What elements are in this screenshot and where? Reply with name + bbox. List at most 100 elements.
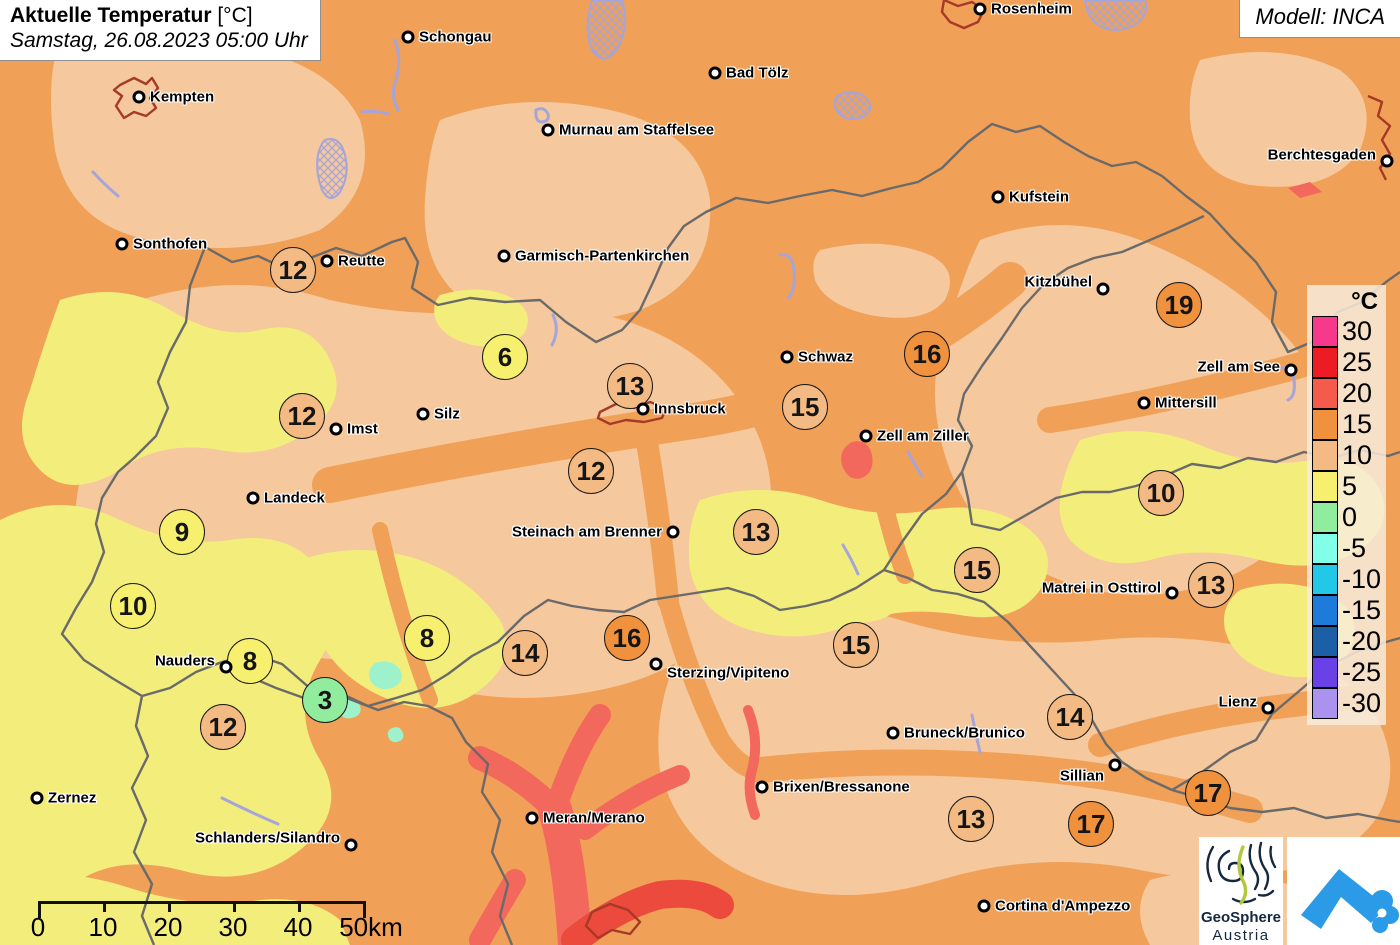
map-subtitle: Samstag, 26.08.2023 05:00 Uhr <box>10 29 308 52</box>
legend-value-label: 0 <box>1341 502 1357 532</box>
city-label: Garmisch-Partenkirchen <box>515 247 690 265</box>
scale-bar-label: 30 <box>218 912 248 942</box>
city-dot-icon <box>1137 396 1151 410</box>
legend-entry: -20 <box>1311 625 1381 657</box>
legend-entry: -30 <box>1311 687 1381 719</box>
city-label: Meran/Merano <box>543 809 645 827</box>
legend-entry: 30 <box>1311 316 1381 347</box>
city-label: Rosenheim <box>991 0 1072 18</box>
legend-entry: 15 <box>1311 408 1381 440</box>
geosphere-logo-text: GeoSphere <box>1200 909 1282 926</box>
legend-entry: 25 <box>1311 346 1381 378</box>
legend-color-swatch <box>1311 594 1338 626</box>
legend-entry: 20 <box>1311 377 1381 409</box>
legend-color-swatch <box>1311 687 1338 719</box>
legend-value-label: -30 <box>1341 688 1381 718</box>
city-label: Mittersill <box>1155 394 1217 412</box>
legend-color-swatch <box>1311 470 1338 502</box>
temperature-badge: 13 <box>733 509 779 555</box>
temperature-badge: 8 <box>227 638 273 684</box>
city-dot-icon <box>1380 154 1394 168</box>
warm-spots <box>841 182 1322 479</box>
legend-value-label: -25 <box>1341 657 1381 687</box>
temperature-badge: 12 <box>270 247 316 293</box>
city-label: Zell am See <box>1197 358 1280 376</box>
scale-bar-label: 50km <box>339 912 403 942</box>
city-label: Sillian <box>1059 767 1104 785</box>
legend-color-swatch <box>1311 563 1338 595</box>
city-label: Schwaz <box>798 348 854 366</box>
temperature-badge: 16 <box>904 331 950 377</box>
city-dot-icon <box>401 30 415 44</box>
temperature-badge: 14 <box>502 630 548 676</box>
legend-value-label: 15 <box>1341 409 1373 439</box>
temperature-badge: 17 <box>1068 801 1114 847</box>
legend-color-swatch <box>1311 656 1338 688</box>
city-dot-icon <box>115 237 129 251</box>
legend-color-swatch <box>1311 377 1338 409</box>
temperature-badge: 10 <box>110 583 156 629</box>
city-dot-icon <box>1261 701 1275 715</box>
city-dot-icon <box>708 66 722 80</box>
legend-color-swatch <box>1311 532 1338 564</box>
legend-value-label: -20 <box>1341 626 1381 656</box>
city-label: Brixen/Bressanone <box>773 778 910 796</box>
legend-rows: 30 25 20 15 10 5 0 -5 -10 -15 -20 -25 -3… <box>1311 316 1381 719</box>
city-label: Lienz <box>1218 693 1257 711</box>
temperature-badge: 15 <box>782 384 828 430</box>
city-label: Reutte <box>338 252 385 270</box>
legend-entry: -15 <box>1311 594 1381 626</box>
scale-bar-tick <box>38 901 41 918</box>
legend-color-swatch <box>1311 346 1338 378</box>
model-label: Modell: INCA <box>1239 0 1400 38</box>
city-label: Bad Tölz <box>726 64 789 82</box>
city-label: Zernez <box>48 789 97 807</box>
city-dot-icon <box>219 660 233 674</box>
city-dot-icon <box>636 402 650 416</box>
city-dot-icon <box>416 407 430 421</box>
city-dot-icon <box>1108 758 1122 772</box>
legend-value-label: 20 <box>1341 378 1373 408</box>
scale-bar-tick <box>233 901 236 912</box>
legend-color-swatch <box>1311 439 1338 471</box>
city-label: Schlanders/Silandro <box>194 829 340 847</box>
city-label: Kufstein <box>1009 188 1069 206</box>
city-dot-icon <box>1096 282 1110 296</box>
city-label: Kitzbühel <box>1024 273 1093 291</box>
city-label: Matrei in Osttirol <box>1041 579 1161 597</box>
legend-entry: 0 <box>1311 501 1381 533</box>
city-dot-icon <box>649 657 663 671</box>
legend-entry: -10 <box>1311 563 1381 595</box>
temperature-badge: 13 <box>948 796 994 842</box>
legend-color-swatch <box>1311 316 1338 347</box>
city-label: Imst <box>347 420 378 438</box>
city-dot-icon <box>1165 586 1179 600</box>
title-unit: [°C] <box>211 4 253 27</box>
city-dot-icon <box>132 90 146 104</box>
temperature-badge: 19 <box>1156 282 1202 328</box>
temperature-badge: 16 <box>604 615 650 661</box>
temperature-badge: 14 <box>1047 694 1093 740</box>
scale-bar-label: 40 <box>283 912 313 942</box>
city-dot-icon <box>991 190 1005 204</box>
temperature-badge: 15 <box>954 547 1000 593</box>
legend-value-label: 10 <box>1341 440 1373 470</box>
hot-valley-core <box>561 879 734 945</box>
city-label: Steinach am Brenner <box>511 523 662 541</box>
city-dot-icon <box>886 726 900 740</box>
scale-bar-label: 20 <box>153 912 183 942</box>
scale-bar-tick <box>168 901 171 912</box>
title-text: Aktuelle Temperatur <box>10 4 212 27</box>
temperature-badge: 13 <box>607 363 653 409</box>
geosphere-logo: GeoSphere Austria <box>1199 837 1283 945</box>
temperature-badge: 12 <box>568 448 614 494</box>
legend-value-label: -15 <box>1341 595 1381 625</box>
city-label: Zell am Ziller <box>877 427 969 445</box>
city-dot-icon <box>497 249 511 263</box>
legend-entry: 10 <box>1311 439 1381 471</box>
legend-value-label: 25 <box>1341 347 1373 377</box>
temperature-badge: 8 <box>404 615 450 661</box>
legend-value-label: -10 <box>1341 564 1381 594</box>
legend-value-label: 30 <box>1341 316 1373 346</box>
